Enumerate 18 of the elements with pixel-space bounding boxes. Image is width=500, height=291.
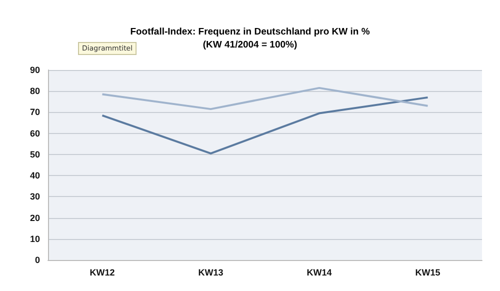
y-tick-label: 0	[34, 255, 40, 265]
x-tick-label: KW14	[306, 268, 332, 278]
chart-subtitle: (KW 41/2004 = 100%)	[202, 40, 298, 50]
y-tick-label: 50	[30, 149, 40, 160]
x-tick-label: KW15	[415, 268, 440, 278]
y-tick-label: 90	[30, 65, 40, 75]
y-tick-label: 30	[30, 192, 40, 202]
x-tick-label: KW13	[198, 268, 224, 278]
y-tick-label: 20	[30, 212, 40, 223]
line-series	[101, 86, 429, 110]
x-tick-label: KW12	[90, 268, 115, 278]
y-tick-label: 80	[30, 86, 40, 96]
y-tick-label: 60	[30, 128, 40, 138]
y-tick-label: 70	[30, 107, 40, 118]
chart-title: Footfall-Index: Frequenz in Deutschland pro KW in %	[130, 26, 370, 38]
line-series	[101, 96, 429, 154]
y-tick-label: 40	[30, 170, 40, 181]
y-tick-label: 10	[30, 234, 40, 244]
